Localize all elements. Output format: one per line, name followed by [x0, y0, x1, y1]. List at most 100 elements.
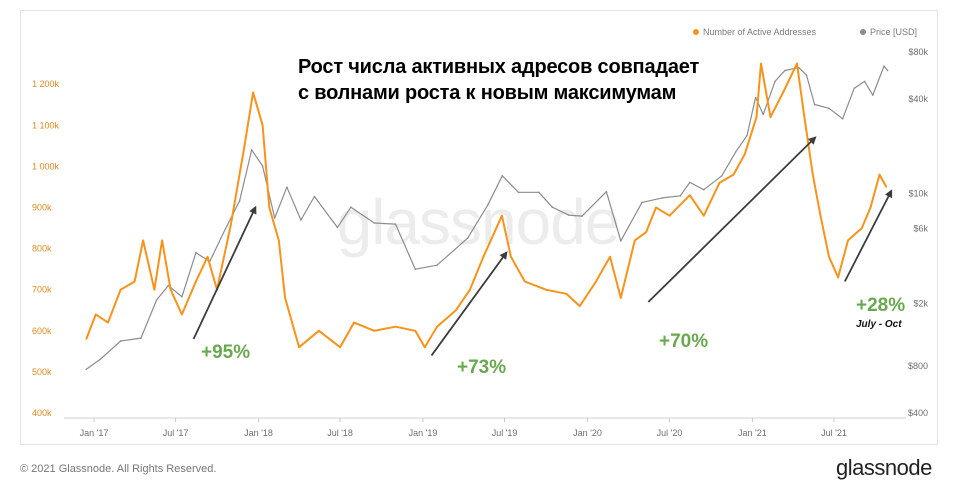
headline-line-1: Рост числа активных адресов совпадает: [298, 56, 700, 78]
price-point: [85, 368, 88, 371]
price-point: [414, 268, 417, 271]
active-addresses-point: [142, 239, 144, 242]
active-addresses-point: [579, 305, 581, 307]
growth-label-2019: +73%: [457, 357, 507, 378]
active-addresses-point: [510, 255, 512, 258]
right-tick-label: $400: [908, 408, 928, 418]
active-addresses-point: [718, 182, 721, 184]
x-tick-label: Jan '20: [573, 428, 602, 438]
arrow-layer: [192, 136, 893, 356]
left-tick-label: 1 200k: [32, 79, 60, 89]
price-point: [735, 151, 737, 153]
active-addresses-point: [252, 91, 254, 94]
price-point: [273, 217, 276, 219]
price-point: [689, 181, 691, 184]
active-addresses-point: [861, 227, 863, 229]
period-note: July - Oct: [856, 319, 902, 330]
price-point: [487, 204, 489, 206]
price-point: [805, 74, 808, 76]
price-point: [841, 118, 844, 120]
price-point: [605, 190, 608, 193]
active-addresses-point: [869, 206, 872, 209]
left-tick-label: 1 100k: [32, 120, 60, 130]
price-point: [119, 340, 122, 342]
active-addresses-point: [261, 124, 264, 127]
active-addresses-point: [668, 214, 671, 217]
price-point: [828, 107, 830, 110]
active-addresses-point: [424, 346, 426, 349]
active-addresses-point: [609, 255, 611, 258]
active-addresses-point: [414, 330, 417, 332]
active-addresses-point: [284, 297, 286, 299]
price-point: [774, 80, 776, 83]
right-tick-label: $2k: [913, 298, 928, 308]
price-point: [99, 358, 102, 361]
legend-price-dot: [860, 29, 866, 35]
active-addresses-point: [501, 214, 503, 217]
x-tick-label: Jul '17: [163, 428, 189, 438]
price-point: [721, 175, 723, 177]
price-point: [813, 103, 816, 106]
price-point: [551, 206, 554, 208]
active-addresses-point: [318, 330, 320, 332]
price-point: [238, 200, 241, 202]
active-addresses-point: [837, 276, 839, 279]
price-point: [872, 94, 874, 96]
legend-active-label: Number of Active Addresses: [703, 27, 817, 37]
active-addresses-point: [755, 116, 758, 118]
price-point: [466, 237, 469, 239]
active-addresses-point: [847, 239, 849, 242]
x-tick-label: Jul '20: [657, 428, 683, 438]
price-point: [436, 264, 438, 267]
active-addresses-point: [181, 313, 183, 316]
headline-line-2: с волнами роста к новым максимумам: [298, 82, 677, 104]
active-addresses-point: [455, 309, 457, 312]
active-addresses-point: [703, 214, 705, 217]
price-point: [703, 188, 705, 191]
price-point: [313, 195, 316, 198]
active-addresses-point: [133, 280, 136, 283]
active-addresses-point: [689, 194, 691, 196]
x-tick-label: Jan '18: [244, 428, 273, 438]
active-addresses-point: [394, 325, 397, 328]
price-point: [863, 80, 866, 83]
active-addresses-point: [620, 297, 622, 299]
active-addresses-point: [195, 280, 197, 283]
legend-active-dot: [693, 29, 699, 35]
trend-arrow: [192, 205, 257, 340]
brand-logo: glassnode: [836, 455, 932, 480]
left-tick-label: 600k: [32, 326, 52, 336]
price-point: [155, 299, 158, 301]
active-addresses-point: [782, 91, 784, 94]
active-addresses-point: [153, 288, 156, 291]
active-addresses-point: [819, 214, 822, 217]
price-point: [754, 96, 757, 99]
trend-arrow: [844, 189, 893, 282]
right-tick-label: $6k: [913, 223, 928, 233]
active-addresses-point: [268, 206, 271, 209]
price-point: [394, 223, 397, 225]
active-addresses-point: [95, 313, 97, 316]
growth-label-2021: +28%: [856, 295, 906, 316]
trend-arrow: [430, 251, 508, 356]
price-point: [195, 252, 197, 254]
legend-price[interactable]: Price [USD]: [860, 27, 917, 37]
active-addresses-point: [828, 255, 830, 258]
price-point: [581, 215, 583, 217]
active-addresses-point: [803, 112, 805, 114]
copyright: © 2021 Glassnode. All Rights Reserved.: [20, 463, 217, 475]
growth-label-2017: +95%: [201, 342, 251, 363]
watermark: glassnode: [337, 186, 620, 258]
active-addresses-point: [595, 280, 597, 283]
active-addresses-point: [230, 223, 232, 225]
legend-active-addresses[interactable]: Number of Active Addresses: [693, 27, 816, 37]
x-tick-label: Jan '21: [738, 428, 767, 438]
x-tick-label: Jan '19: [409, 428, 438, 438]
x-axis: Jan '17 Jul '17 Jan '18 Jul '18 Jan '19 Jul '…: [64, 417, 906, 438]
price-point: [286, 186, 288, 188]
active-addresses-point: [812, 173, 814, 176]
price-point: [762, 113, 764, 116]
left-tick-label: 800k: [32, 244, 52, 254]
price-point: [661, 197, 664, 199]
